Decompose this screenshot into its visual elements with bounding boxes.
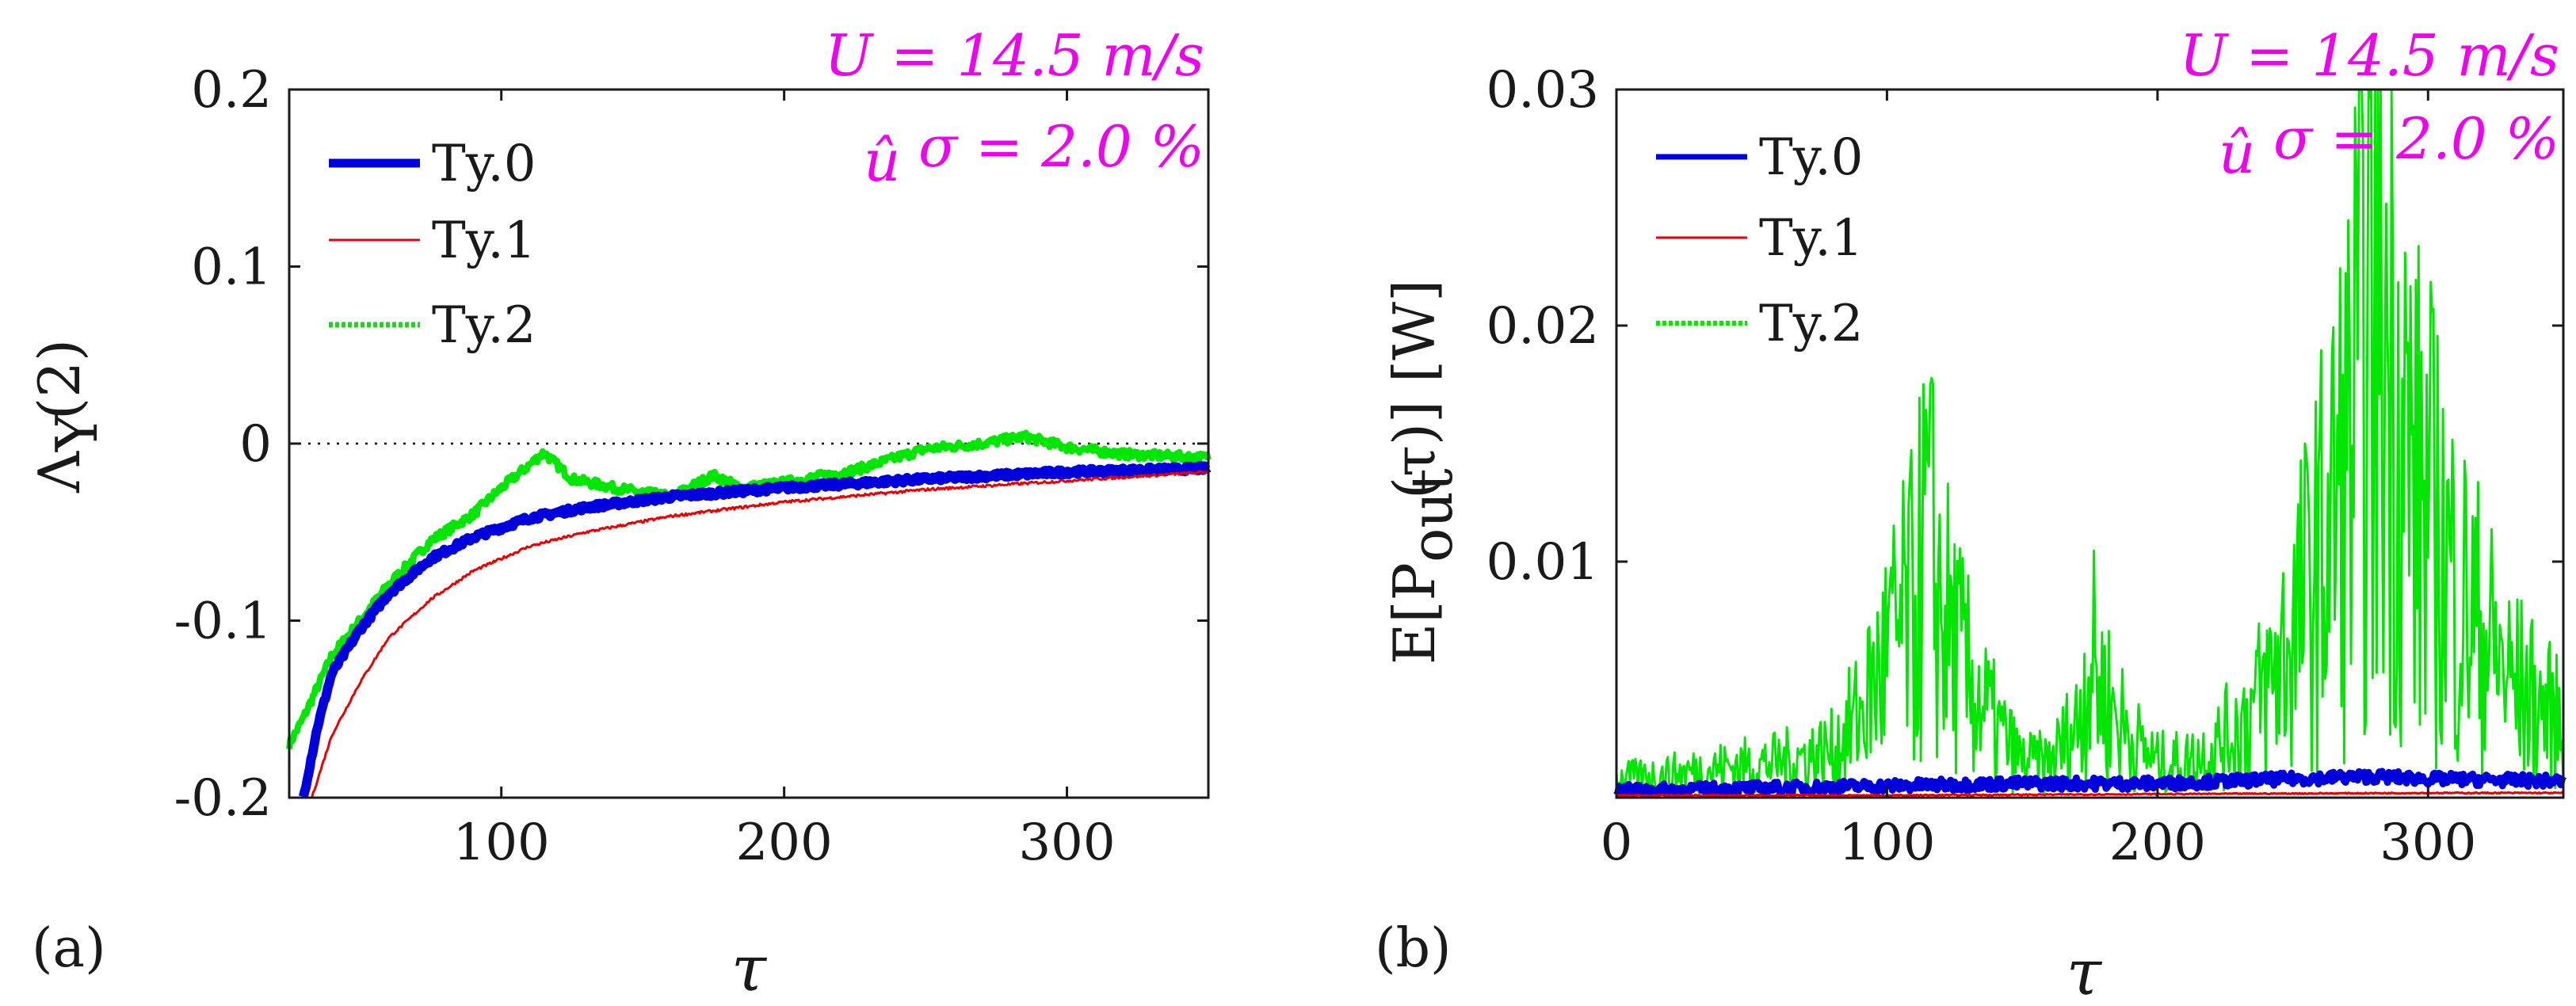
legend-label-ty1: Ty.1 bbox=[432, 211, 536, 270]
x-axis-label-a: τ bbox=[731, 932, 768, 1005]
y-tick-label-a: 0.1 bbox=[191, 238, 272, 297]
y-axis-label-a-arg: (2) bbox=[26, 339, 93, 420]
annotation-sigma-a: σ = 2.0 % bbox=[918, 113, 1204, 180]
panel-label-b: (b) bbox=[1375, 917, 1452, 980]
annotation-sigma-b: σ = 2.0 % bbox=[2273, 105, 2559, 172]
y-axis-label-b-sub: out bbox=[1399, 468, 1465, 562]
legend-b: Ty.0 Ty.1 Ty.2 bbox=[1656, 128, 1863, 353]
chart-panel-a: 100 200 300 -0.2 -0.1 0 0.1 0.2 U = 14.5 m/s σ … bbox=[26, 22, 1212, 1005]
legend-label-ty0: Ty.0 bbox=[432, 135, 536, 193]
x-tick-label-a: 300 bbox=[1018, 814, 1115, 872]
series-line-a-ty1 bbox=[311, 470, 1210, 798]
y-tick-label-a: -0.2 bbox=[174, 769, 272, 828]
series-group-a bbox=[286, 429, 1212, 798]
y-tick-label-a: -0.1 bbox=[174, 593, 272, 651]
y-tick-label-a: 0.2 bbox=[191, 61, 272, 120]
y-axis-label-b: E[P out (τ)] [W] bbox=[1381, 280, 1465, 665]
annotation-sigma-sub-b: û bbox=[2219, 120, 2255, 186]
legend-label-ty2: Ty.2 bbox=[432, 296, 536, 355]
x-tick-label-b: 200 bbox=[2109, 814, 2206, 872]
x-tick-label-b: 0 bbox=[1601, 814, 1633, 872]
series-line-b-ty0 bbox=[1613, 768, 2566, 799]
panel-label-a: (a) bbox=[32, 917, 106, 980]
y-axis-label-b-main: E[P bbox=[1381, 562, 1448, 665]
annotation-sigma-sym-b: σ = 2.0 % bbox=[2273, 105, 2559, 172]
series-line-a-ty0 bbox=[298, 461, 1212, 798]
y-axis-label-a-main: Λ bbox=[26, 451, 93, 493]
plot-frame-b bbox=[1615, 88, 2565, 799]
y-tick-label-b: 0.03 bbox=[1486, 61, 1600, 120]
x-tick-label-b: 300 bbox=[2379, 814, 2476, 872]
y-axis-label-b-rest: (τ)] [W] bbox=[1381, 280, 1448, 499]
chart-panel-b: 0 100 200 300 0.01 0.02 0.03 U = 14.5 m/s σ = … bbox=[1375, 22, 2566, 1006]
x-tick-label-a: 100 bbox=[453, 814, 550, 872]
series-line-b-ty1 bbox=[1616, 791, 2564, 798]
annotation-speed-b: U = 14.5 m/s bbox=[2180, 22, 2559, 89]
legend-a: Ty.0 Ty.1 Ty.2 bbox=[329, 135, 536, 355]
y-axis-label-a-sub: Υ bbox=[44, 413, 110, 452]
series-group-b bbox=[1613, 88, 2566, 799]
series-line-b-ty2 bbox=[1615, 88, 2565, 796]
annotation-sigma-sub-a: û bbox=[864, 128, 900, 194]
legend-label-b-ty1: Ty.1 bbox=[1759, 209, 1863, 268]
y-tick-label-b: 0.02 bbox=[1486, 297, 1600, 356]
legend-label-b-ty2: Ty.2 bbox=[1759, 295, 1863, 353]
x-axis-label-b: τ bbox=[2067, 936, 2103, 1006]
x-tick-label-b: 100 bbox=[1838, 814, 1935, 872]
y-tick-label-b: 0.01 bbox=[1486, 533, 1600, 592]
annotation-speed-a: U = 14.5 m/s bbox=[825, 22, 1204, 89]
x-tick-label-a: 200 bbox=[736, 814, 833, 872]
y-tick-label-a: 0 bbox=[239, 415, 272, 474]
annotation-sigma-sym-a: σ = 2.0 % bbox=[918, 113, 1204, 180]
tick-group-a: 100 200 300 -0.2 -0.1 0 0.1 0.2 bbox=[174, 61, 1208, 872]
y-axis-label-a: Λ Υ (2) bbox=[26, 339, 110, 493]
legend-label-b-ty0: Ty.0 bbox=[1759, 128, 1863, 187]
tick-group-b: 0 100 200 300 0.01 0.02 0.03 bbox=[1486, 61, 2563, 872]
